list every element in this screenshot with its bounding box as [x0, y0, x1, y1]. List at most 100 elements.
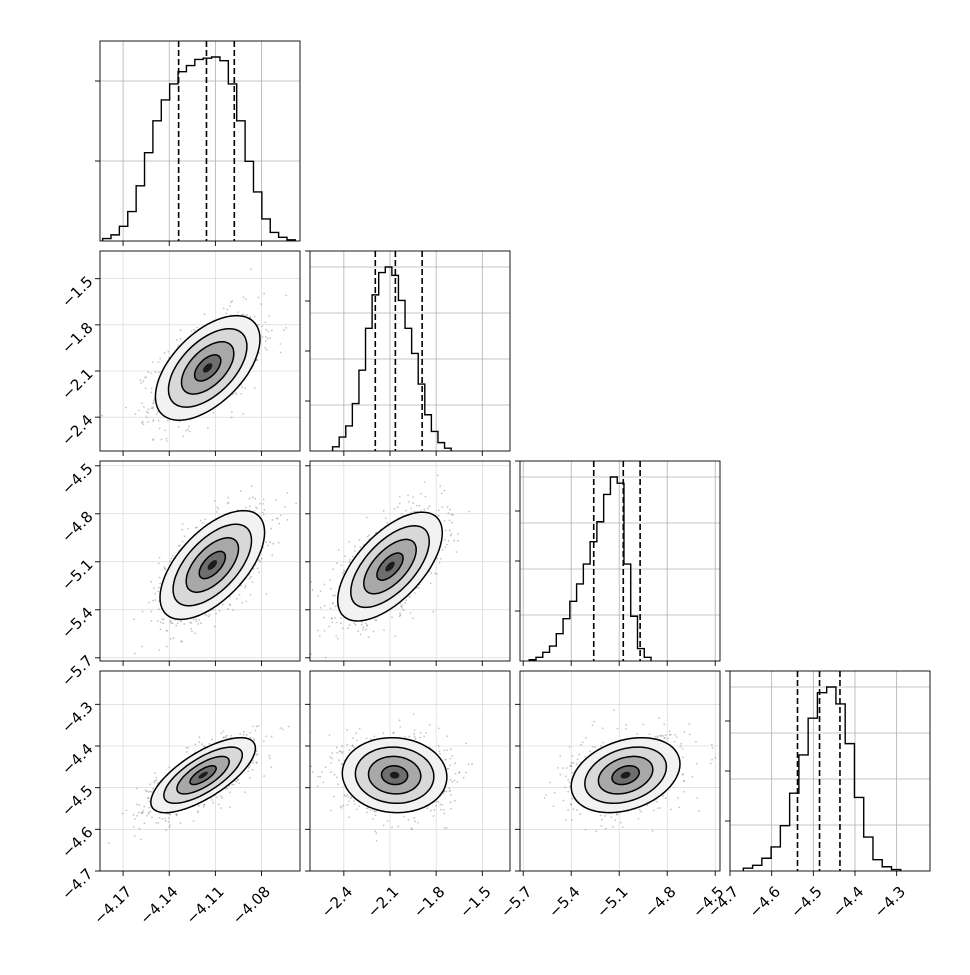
- scatter-point: [323, 583, 326, 586]
- scatter-point: [192, 820, 195, 823]
- scatter-point: [658, 717, 660, 720]
- scatter-point: [449, 801, 452, 804]
- scatter-point: [211, 799, 213, 801]
- scatter-point: [552, 805, 555, 808]
- scatter-point: [365, 737, 368, 740]
- scatter-point: [446, 735, 449, 738]
- scatter-point: [343, 570, 346, 572]
- scatter-point: [203, 745, 206, 748]
- scatter-point: [413, 592, 416, 595]
- scatter-point: [171, 555, 174, 557]
- scatter-point: [450, 533, 453, 536]
- scatter-point: [414, 738, 417, 740]
- y-tick-label: −4.3: [58, 698, 96, 736]
- scatter-point: [614, 819, 617, 822]
- histogram-series-1: [331, 266, 452, 451]
- scatter-point: [222, 730, 225, 733]
- scatter-point: [259, 560, 262, 563]
- scatter-point: [169, 637, 172, 640]
- scatter-point: [177, 344, 179, 347]
- scatter-point: [429, 809, 432, 812]
- scatter-point: [165, 829, 167, 832]
- scatter-point: [145, 410, 148, 413]
- scatter-point: [256, 753, 259, 756]
- scatter-point: [396, 506, 399, 508]
- scatter-point: [412, 496, 415, 499]
- scatter-point: [346, 793, 349, 796]
- scatter-point: [264, 346, 267, 349]
- scatter-point: [220, 732, 223, 735]
- scatter-point: [364, 622, 367, 625]
- y-tick-label: −5.4: [58, 604, 96, 642]
- scatter-point: [150, 620, 153, 622]
- scatter-point: [576, 758, 579, 761]
- scatter-point: [149, 810, 152, 813]
- scatter-point: [334, 594, 337, 597]
- scatter-point: [442, 809, 445, 811]
- panel-frame: [309, 460, 511, 662]
- scatter-point: [197, 810, 199, 812]
- scatter-point: [342, 804, 345, 807]
- scatter-point: [564, 818, 567, 821]
- density-content: [302, 461, 510, 661]
- scatter-point: [230, 411, 233, 413]
- scatter-point: [249, 737, 252, 739]
- scatter-point: [227, 501, 230, 504]
- scatter-point: [159, 582, 162, 585]
- scatter-point: [127, 662, 129, 664]
- scatter-point: [446, 768, 449, 770]
- scatter-point: [312, 771, 314, 773]
- scatter-point: [681, 747, 684, 750]
- scatter-point: [256, 567, 259, 570]
- scatter-point: [270, 766, 273, 769]
- scatter-point: [567, 779, 569, 781]
- scatter-point: [471, 763, 474, 766]
- contour-line: [341, 736, 448, 814]
- density-panel-2-0: [95, 460, 301, 666]
- scatter-point: [276, 517, 279, 520]
- scatter-point: [444, 546, 447, 549]
- panel-frame: [99, 40, 301, 242]
- scatter-point: [465, 771, 467, 774]
- scatter-point: [714, 757, 717, 759]
- scatter-point: [152, 419, 155, 421]
- scatter-point: [302, 642, 304, 644]
- scatter-point: [332, 594, 335, 597]
- scatter-point: [678, 806, 681, 809]
- scatter-point: [153, 780, 156, 783]
- scatter-point: [140, 402, 143, 405]
- scatter-point: [198, 618, 200, 621]
- scatter-point: [196, 326, 199, 329]
- scatter-point: [392, 732, 394, 734]
- scatter-point: [243, 791, 246, 794]
- scatter-point: [283, 329, 285, 332]
- scatter-point: [323, 604, 326, 607]
- scatter-point: [416, 821, 419, 824]
- scatter-point: [213, 500, 216, 502]
- scatter-point: [152, 439, 154, 442]
- scatter-point: [371, 818, 374, 820]
- contour-line: [163, 746, 244, 805]
- scatter-point: [437, 514, 440, 517]
- scatter-point: [329, 607, 332, 610]
- scatter-point: [225, 736, 227, 739]
- scatter-point: [415, 504, 418, 507]
- scatter-point: [179, 620, 182, 623]
- scatter-point: [341, 751, 344, 753]
- scatter-point: [444, 538, 446, 541]
- scatter-point: [279, 727, 282, 729]
- scatter-point: [269, 757, 271, 760]
- contour-line: [176, 755, 230, 795]
- scatter-point: [286, 519, 289, 521]
- scatter-point: [346, 743, 349, 746]
- scatter-point: [656, 735, 659, 737]
- scatter-point: [400, 605, 403, 608]
- scatter-point: [428, 505, 431, 508]
- scatter-point: [331, 621, 334, 624]
- scatter-point: [145, 416, 148, 418]
- scatter-point: [407, 500, 410, 503]
- scatter-point: [231, 300, 234, 302]
- scatter-point: [164, 819, 167, 822]
- scatter-point: [443, 519, 446, 522]
- scatter-point: [194, 632, 196, 635]
